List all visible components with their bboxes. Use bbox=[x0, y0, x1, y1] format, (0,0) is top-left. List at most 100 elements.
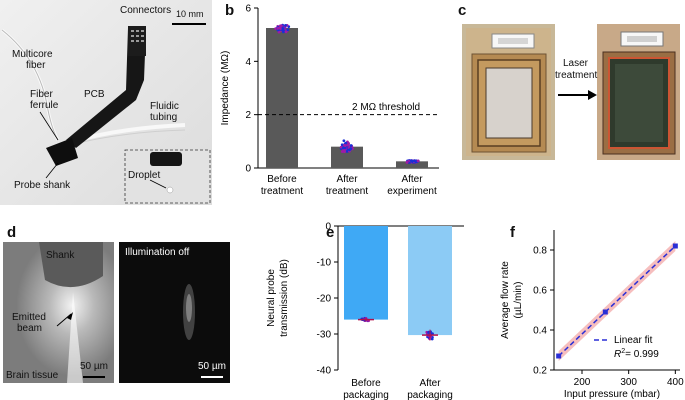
y-tick-label: 0.8 bbox=[533, 246, 547, 257]
data-point bbox=[430, 332, 434, 335]
data-point bbox=[413, 159, 416, 163]
r2-exponent: 2 bbox=[621, 348, 625, 355]
bar bbox=[408, 226, 452, 336]
laser-label-1: Laser bbox=[563, 58, 589, 69]
data-point bbox=[431, 337, 434, 341]
probe-shank-label: Probe shank bbox=[14, 180, 71, 191]
x-tick-label: 300 bbox=[620, 377, 637, 388]
bar bbox=[266, 28, 298, 168]
data-point bbox=[556, 353, 562, 359]
scale-right-label: 50 µm bbox=[198, 361, 226, 372]
r2-label: R2= 0.999 bbox=[614, 348, 659, 360]
fit-line bbox=[558, 245, 676, 357]
multicore-label-1: Multicore bbox=[12, 49, 53, 60]
panel-e-label: e bbox=[326, 224, 335, 241]
r2-value: = 0.999 bbox=[625, 349, 659, 360]
data-point bbox=[286, 28, 290, 32]
y-axis-label-1: Neural probe bbox=[266, 269, 277, 327]
category-label: packaging bbox=[407, 390, 453, 400]
r2-symbol: R bbox=[614, 349, 621, 360]
arrow-icon bbox=[558, 90, 597, 100]
fluidic-label-1: Fluidic bbox=[150, 101, 179, 112]
y-axis-label: Impedance (MΩ) bbox=[220, 51, 231, 126]
data-point bbox=[410, 159, 414, 163]
fluidic-label-2: tubing bbox=[150, 112, 178, 123]
y-tick-label: 0 bbox=[325, 222, 331, 233]
multicore-label-2: fiber bbox=[26, 60, 46, 71]
scale-bar-label: 10 mm bbox=[176, 9, 204, 19]
pcb-label: PCB bbox=[84, 89, 105, 100]
data-point bbox=[281, 27, 285, 31]
category-label: After bbox=[401, 174, 423, 185]
data-point bbox=[416, 159, 420, 163]
flow-rate-chart: Average flow rate (µL/min) Input pressur… bbox=[500, 230, 684, 400]
panel-b-label: b bbox=[225, 2, 235, 19]
data-point bbox=[342, 149, 346, 153]
y-tick-label: 6 bbox=[245, 4, 251, 15]
y-axis-label-1: Average flow rate bbox=[500, 261, 511, 339]
bar bbox=[396, 161, 428, 168]
y-tick-label: 2 bbox=[245, 110, 251, 121]
y-tick-label: 4 bbox=[245, 57, 251, 68]
connectors-label: Connectors bbox=[120, 5, 172, 16]
bar bbox=[344, 226, 388, 320]
category-label: After bbox=[419, 378, 441, 389]
data-point bbox=[347, 142, 350, 145]
x-axis-label: Input pressure (mbar) bbox=[564, 389, 660, 400]
electrode-before-image bbox=[462, 24, 555, 160]
y-tick-label: 0.6 bbox=[533, 286, 547, 297]
illumination-off-label: Illumination off bbox=[125, 247, 190, 258]
data-point bbox=[284, 24, 287, 27]
legend-label: Linear fit bbox=[614, 335, 653, 346]
data-point bbox=[349, 144, 353, 147]
data-point bbox=[349, 147, 353, 151]
data-point bbox=[602, 309, 608, 315]
y-axis-label-2: (µL/min) bbox=[513, 282, 524, 319]
panel-d-label: d bbox=[7, 224, 17, 241]
shank-illuminated-image bbox=[3, 242, 114, 383]
threshold-label: 2 MΩ threshold bbox=[352, 102, 420, 113]
shank-label: Shank bbox=[46, 250, 75, 261]
emitted-label-1: Emitted bbox=[12, 312, 46, 323]
bar bbox=[331, 146, 363, 168]
ferrule-label-1: Fiber bbox=[30, 89, 53, 100]
data-point bbox=[672, 243, 678, 249]
data-point bbox=[340, 143, 344, 147]
panel-f-label: f bbox=[510, 224, 515, 241]
data-point bbox=[279, 24, 282, 28]
scale-left-label: 50 µm bbox=[80, 361, 108, 372]
x-tick-label: 400 bbox=[667, 377, 684, 388]
data-point bbox=[276, 26, 280, 30]
data-point bbox=[427, 331, 430, 334]
category-label: experiment bbox=[387, 186, 437, 197]
y-tick-label: 0 bbox=[245, 164, 251, 175]
panel-c-label: c bbox=[458, 2, 467, 19]
y-tick-label: -30 bbox=[317, 330, 332, 341]
y-tick-label: -40 bbox=[317, 366, 332, 377]
category-label: After bbox=[336, 174, 358, 185]
brain-tissue-label: Brain tissue bbox=[6, 370, 59, 381]
data-point bbox=[342, 146, 345, 150]
category-label: Before bbox=[267, 174, 297, 185]
y-tick-label: 0.4 bbox=[533, 326, 547, 337]
x-tick-label: 200 bbox=[574, 377, 591, 388]
transmission-chart: Neural probe transmission (dB) 0 -10 -20 -3… bbox=[266, 222, 464, 400]
data-point bbox=[339, 145, 343, 149]
category-label: treatment bbox=[326, 186, 368, 197]
data-point bbox=[343, 144, 347, 148]
y-tick-label: -10 bbox=[317, 258, 332, 269]
category-label: packaging bbox=[343, 390, 389, 400]
electrode-after-image bbox=[597, 24, 680, 160]
data-point bbox=[342, 139, 346, 143]
shank-dark-image bbox=[119, 242, 230, 383]
y-tick-label: 0.2 bbox=[533, 366, 547, 377]
droplet-label: Droplet bbox=[128, 170, 161, 181]
data-point bbox=[405, 160, 409, 164]
y-axis-label-2: transmission (dB) bbox=[279, 259, 290, 337]
probe-photo bbox=[0, 0, 212, 205]
laser-label-2: treatment bbox=[555, 70, 598, 81]
emitted-label-2: beam bbox=[17, 323, 43, 334]
category-label: Before bbox=[351, 378, 381, 389]
impedance-chart: Impedance (MΩ) 0 2 4 6 2 MΩ threshold Befor… bbox=[220, 4, 439, 197]
ferrule-label-2: ferrule bbox=[30, 100, 59, 111]
